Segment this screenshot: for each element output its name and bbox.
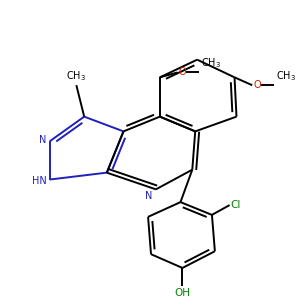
Text: N: N	[145, 191, 152, 201]
Text: HN: HN	[32, 176, 47, 185]
Text: CH$_3$: CH$_3$	[201, 57, 221, 70]
Text: Cl: Cl	[231, 200, 241, 210]
Text: OH: OH	[175, 288, 190, 298]
Text: O: O	[253, 80, 261, 90]
Text: CH$_3$: CH$_3$	[276, 69, 296, 83]
Text: CH$_3$: CH$_3$	[66, 69, 86, 83]
Text: N: N	[40, 135, 47, 145]
Text: O: O	[178, 68, 186, 77]
